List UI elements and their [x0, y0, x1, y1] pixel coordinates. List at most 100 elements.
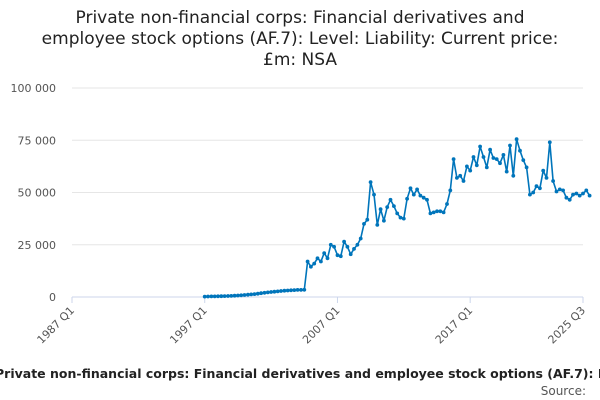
data-point[interactable] — [338, 254, 343, 259]
data-point[interactable] — [265, 290, 270, 295]
data-point[interactable] — [285, 288, 290, 293]
data-point[interactable] — [309, 264, 313, 269]
data-point[interactable] — [385, 205, 390, 210]
data-point[interactable] — [242, 293, 247, 297]
data-point[interactable] — [212, 294, 217, 299]
data-point[interactable] — [239, 293, 244, 298]
data-point[interactable] — [491, 156, 496, 160]
data-point[interactable] — [292, 288, 297, 292]
data-point[interactable] — [319, 259, 323, 264]
data-point[interactable] — [571, 192, 575, 197]
data-point[interactable] — [378, 207, 383, 212]
data-point[interactable] — [564, 195, 569, 200]
data-point[interactable] — [471, 155, 476, 159]
data-point[interactable] — [355, 242, 360, 247]
data-point[interactable] — [498, 161, 502, 166]
data-point[interactable] — [362, 222, 366, 226]
data-point[interactable] — [557, 187, 562, 192]
data-point[interactable] — [216, 294, 220, 299]
data-point[interactable] — [269, 290, 273, 294]
data-point[interactable] — [428, 211, 433, 216]
data-point[interactable] — [219, 294, 224, 299]
data-point[interactable] — [574, 191, 579, 196]
data-point[interactable] — [232, 293, 237, 298]
data-point[interactable] — [494, 157, 499, 162]
data-point[interactable] — [504, 169, 509, 174]
data-point[interactable] — [584, 188, 589, 193]
data-point[interactable] — [528, 192, 532, 197]
data-point[interactable] — [342, 239, 346, 244]
data-point[interactable] — [431, 210, 436, 215]
data-point[interactable] — [352, 247, 356, 251]
data-point[interactable] — [358, 236, 363, 241]
data-point[interactable] — [252, 292, 257, 296]
data-point[interactable] — [461, 179, 466, 183]
data-point[interactable] — [249, 292, 254, 297]
data-point[interactable] — [465, 164, 469, 169]
data-point[interactable] — [282, 288, 287, 293]
data-point[interactable] — [538, 186, 542, 191]
data-point[interactable] — [209, 294, 214, 299]
data-point[interactable] — [547, 140, 552, 145]
data-point[interactable] — [259, 291, 263, 296]
data-point[interactable] — [415, 187, 419, 192]
data-point[interactable] — [388, 197, 393, 202]
data-point[interactable] — [435, 209, 439, 214]
data-point[interactable] — [315, 256, 320, 261]
data-point[interactable] — [236, 293, 240, 298]
data-point[interactable] — [451, 157, 456, 162]
data-point[interactable] — [332, 244, 336, 249]
data-point[interactable] — [561, 188, 565, 193]
data-point[interactable] — [531, 190, 536, 195]
data-point[interactable] — [468, 168, 473, 173]
data-point[interactable] — [421, 195, 426, 200]
data-point[interactable] — [581, 191, 585, 196]
data-point[interactable] — [551, 179, 555, 183]
data-point[interactable] — [226, 294, 230, 298]
data-point[interactable] — [408, 186, 413, 191]
data-point[interactable] — [302, 287, 307, 292]
data-point[interactable] — [544, 176, 549, 180]
data-point[interactable] — [398, 215, 403, 220]
data-point[interactable] — [554, 189, 559, 194]
data-point[interactable] — [246, 292, 250, 297]
data-point[interactable] — [372, 192, 376, 197]
data-point[interactable] — [458, 173, 463, 178]
data-point[interactable] — [577, 193, 582, 198]
data-point[interactable] — [345, 244, 350, 249]
data-point[interactable] — [441, 210, 446, 215]
data-point[interactable] — [312, 261, 317, 266]
data-point[interactable] — [524, 165, 529, 170]
data-point[interactable] — [474, 163, 479, 168]
data-point[interactable] — [508, 143, 512, 148]
data-point[interactable] — [501, 153, 506, 157]
data-point[interactable] — [392, 204, 396, 209]
data-point[interactable] — [587, 193, 592, 198]
data-point[interactable] — [289, 288, 293, 293]
data-point[interactable] — [322, 251, 327, 256]
data-point[interactable] — [478, 144, 482, 149]
data-point[interactable] — [365, 217, 370, 222]
data-point[interactable] — [514, 137, 519, 142]
data-point[interactable] — [438, 209, 443, 214]
data-point[interactable] — [521, 158, 526, 163]
data-point[interactable] — [255, 291, 260, 296]
data-point[interactable] — [401, 216, 406, 221]
data-point[interactable] — [511, 173, 516, 178]
data-point[interactable] — [295, 288, 300, 292]
data-point[interactable] — [325, 256, 330, 261]
data-point[interactable] — [567, 197, 572, 202]
data-point[interactable] — [272, 289, 277, 294]
data-point[interactable] — [411, 192, 416, 197]
data-point[interactable] — [425, 197, 429, 202]
data-point[interactable] — [541, 168, 546, 173]
data-point[interactable] — [481, 155, 486, 159]
data-point[interactable] — [382, 218, 386, 223]
data-point[interactable] — [328, 242, 333, 247]
data-point[interactable] — [534, 184, 539, 189]
data-point[interactable] — [448, 188, 453, 193]
data-point[interactable] — [305, 259, 310, 264]
data-point[interactable] — [518, 148, 522, 153]
data-point[interactable] — [279, 289, 283, 293]
data-point[interactable] — [488, 147, 492, 152]
